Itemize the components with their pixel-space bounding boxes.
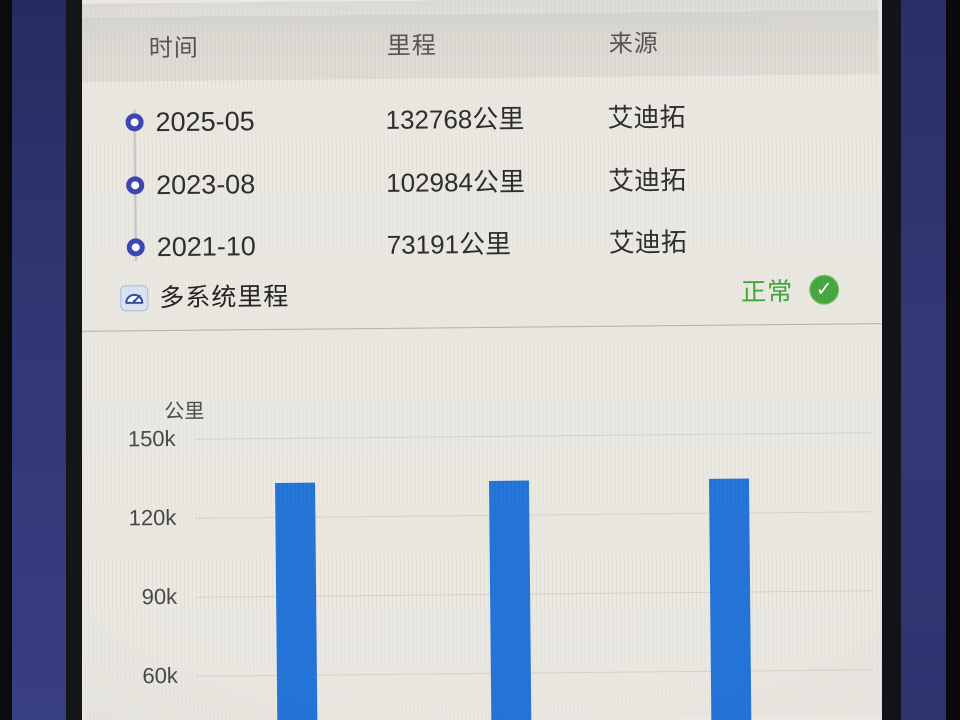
section-divider [82,323,882,332]
multi-system-mileage-section[interactable]: 多系统里程 正常 ✓ [82,268,881,322]
record-source: 艾迪拓 [607,102,686,133]
record-time: 2021-10 [156,231,256,263]
y-axis-tick: 150k [127,425,176,452]
device-case-left [12,0,66,720]
record-mileage: 132768公里 [385,103,525,135]
timeline-dot-icon [125,113,144,132]
record-source: 艾迪拓 [608,165,687,196]
gridline [194,432,871,440]
record-source: 艾迪拓 [608,227,687,258]
status-text: 正常 [741,278,794,307]
gauge-icon [119,283,149,313]
chart-bar [275,482,318,720]
y-axis-tick: 120k [128,504,177,531]
screen-content: 时间 里程 来源 2025-05 132768公里 艾迪拓 2023-08 10… [82,0,882,720]
timeline-dot-icon [126,176,145,195]
device-case-right [901,0,946,720]
chart-bar [709,478,752,720]
app-screen[interactable]: 时间 里程 来源 2025-05 132768公里 艾迪拓 2023-08 10… [82,0,882,720]
device-case-edge-left [0,0,12,720]
column-header-time: 时间 [148,34,199,63]
screen-bezel-left [66,0,82,720]
record-mileage: 73191公里 [386,228,512,260]
record-time: 2025-05 [155,106,255,138]
y-axis-unit-label: 公里 [164,400,205,424]
section-title: 多系统里程 [159,282,290,313]
timeline-dot-icon [126,238,145,257]
record-mileage: 102984公里 [386,166,526,198]
screen-bezel-right [882,0,901,720]
table-row: 2025-05 132768公里 艾迪拓 [82,93,880,145]
mileage-bar-chart: 公里 150k 120k 90k 60k [82,0,878,720]
column-header-source: 来源 [608,30,659,58]
y-axis-tick: 90k [141,583,178,610]
device-case-edge-right [946,0,960,720]
check-circle-icon: ✓ [809,274,840,305]
chart-bar [489,480,532,720]
record-time: 2023-08 [156,169,256,201]
table-header: 时间 里程 来源 [82,10,880,82]
y-axis-tick: 60k [142,662,178,689]
column-header-mileage: 里程 [386,32,437,60]
table-row: 2021-10 73191公里 艾迪拓 [82,218,881,270]
table-row: 2023-08 102984公里 艾迪拓 [82,156,880,208]
